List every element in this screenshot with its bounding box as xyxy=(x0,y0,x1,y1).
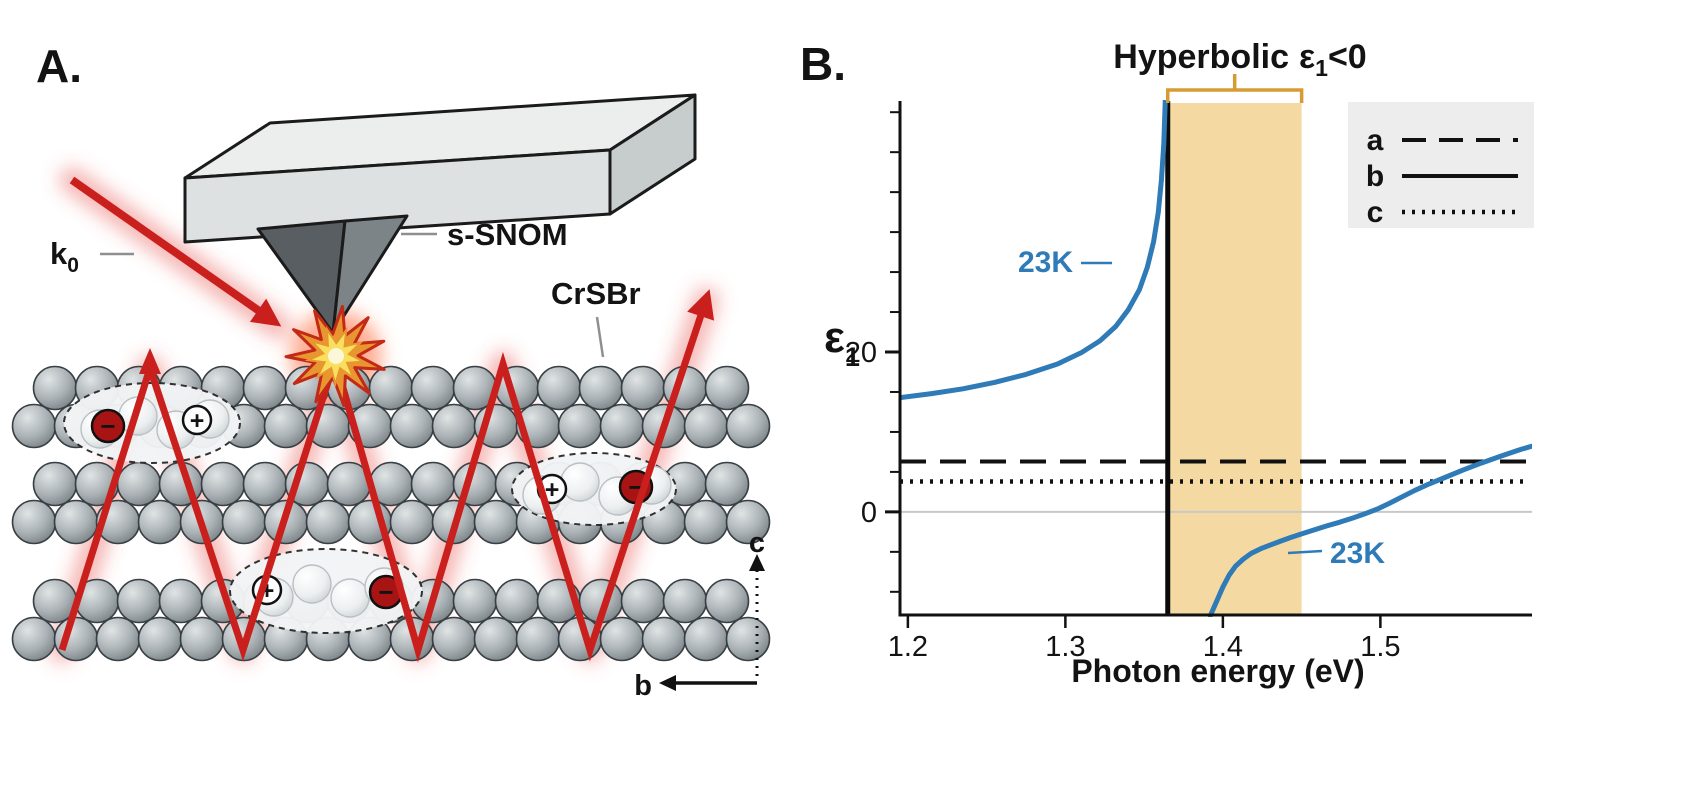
epsilon1-curve-right xyxy=(1207,443,1532,617)
afm-tip xyxy=(256,214,409,335)
incident-beam-arrow xyxy=(69,176,282,327)
c-axis-arrowhead xyxy=(749,554,765,571)
polariton-zigzag xyxy=(58,289,715,663)
svg-text:+: + xyxy=(545,476,560,504)
exciton-pair: −+ xyxy=(229,548,423,634)
x-tick-label: 1.3 xyxy=(1045,631,1085,663)
x-tick-label: 1.4 xyxy=(1203,631,1243,663)
legend-label-b: b xyxy=(1366,160,1384,193)
curve-label-pointer xyxy=(1287,549,1323,555)
zigzag-arrowhead xyxy=(139,348,161,374)
cantilever xyxy=(183,93,697,244)
x-tick-label: 1.5 xyxy=(1360,631,1400,663)
panel-b-chart: 1.2 1.3 1.4 1.5 0 20 23K 23K abc B. Hyperbolic ε1… xyxy=(800,38,1534,689)
b-axis-label: b xyxy=(634,670,652,702)
panel-a-label: A. xyxy=(36,40,82,92)
x-tick-label: 1.2 xyxy=(888,631,928,663)
panel-a-schematic: − +−+−+ A. k0 s-SNOM CrSBr c b xyxy=(11,40,771,702)
crsbr-label-pointer xyxy=(595,316,605,358)
epsilon1-curve-left xyxy=(900,100,1168,401)
svg-text:−: − xyxy=(378,577,393,607)
k0-label: k0 xyxy=(50,236,79,277)
legend-box xyxy=(1348,102,1534,228)
crystal-axes: c b xyxy=(634,527,765,702)
legend: abc xyxy=(1348,102,1534,229)
c-axis-label: c xyxy=(749,527,765,559)
y-tick-label: 0 xyxy=(861,497,877,529)
y-tick-label: 20 xyxy=(845,337,877,369)
legend-label-a: a xyxy=(1367,124,1384,157)
hole-symbol xyxy=(181,404,213,436)
starburst xyxy=(284,304,386,407)
panel-b-label: B. xyxy=(800,38,846,90)
y-axis-label: ε1 xyxy=(824,313,860,372)
x-axis-label: Photon energy (eV) xyxy=(1071,653,1364,689)
hyperbolic-bracket xyxy=(1166,74,1304,103)
svg-text:−: − xyxy=(100,411,115,441)
curve-label-23K-right: 23K xyxy=(1330,537,1385,570)
electron-symbol xyxy=(90,408,126,444)
snom-label: s-SNOM xyxy=(447,217,568,252)
legend-label-c: c xyxy=(1367,196,1384,229)
starburst-core xyxy=(328,348,344,364)
svg-text:+: + xyxy=(190,407,205,435)
exciton-pair: −+ xyxy=(63,382,241,464)
curve-label-23K-left: 23K xyxy=(1018,246,1073,279)
b-axis-arrowhead xyxy=(659,675,676,691)
hyperbolic-band xyxy=(1167,103,1302,615)
chart-title: Hyperbolic ε1<0 xyxy=(1113,38,1366,81)
crsbr-label: CrSBr xyxy=(551,276,641,311)
